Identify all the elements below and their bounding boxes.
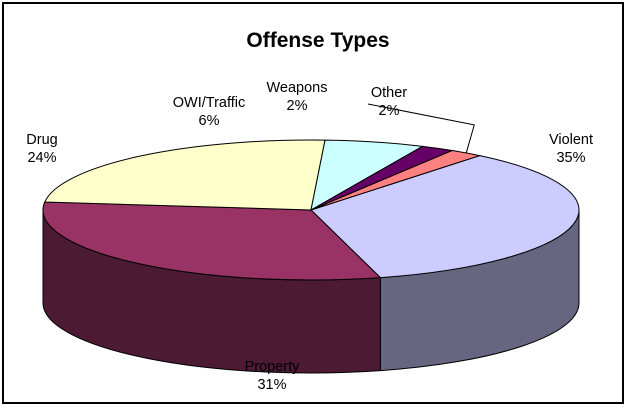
slice-percent-violent: 35% bbox=[556, 150, 585, 166]
slice-percent-drug: 24% bbox=[27, 150, 56, 166]
slice-label-other: Other bbox=[371, 85, 407, 101]
pie-slice-violent bbox=[310, 155, 580, 279]
leader-line-other bbox=[367, 103, 475, 154]
slice-percent-property: 31% bbox=[257, 377, 286, 393]
slice-percent-other: 2% bbox=[379, 103, 400, 119]
pie-slice-property bbox=[42, 201, 382, 281]
slice-label-drug: Drug bbox=[26, 132, 57, 148]
slice-percent-owi-traffic: 6% bbox=[199, 113, 220, 129]
pie-slice-other bbox=[310, 149, 482, 211]
slice-label-owi-traffic: OWI/Traffic bbox=[173, 95, 246, 111]
chart-title: Offense Types bbox=[246, 29, 389, 52]
slice-label-violent: Violent bbox=[549, 132, 593, 148]
slice-percent-weapons: 2% bbox=[287, 98, 308, 114]
slice-label-property: Property bbox=[245, 359, 301, 375]
slice-label-weapons: Weapons bbox=[267, 80, 328, 96]
pie-slice-drug bbox=[44, 139, 326, 211]
